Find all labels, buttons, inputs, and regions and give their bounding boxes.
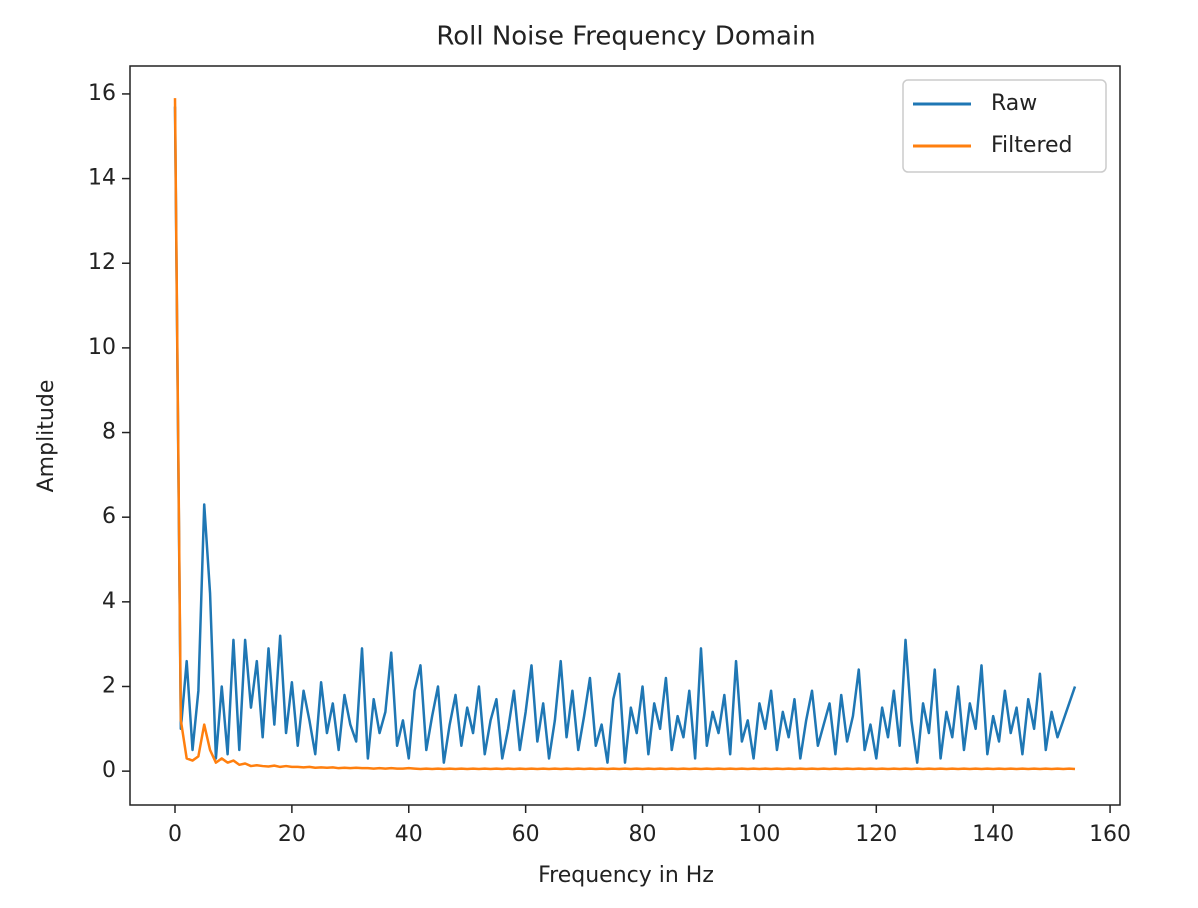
x-tick-label: 140 [972,822,1014,847]
chart-title: Roll Noise Frequency Domain [436,22,815,52]
y-tick-label: 8 [102,420,116,445]
y-tick-label: 16 [88,81,116,106]
legend-label: Raw [991,91,1037,116]
y-tick-label: 12 [88,250,116,275]
series-line [173,106,1077,764]
legend-label: Filtered [991,133,1073,158]
x-tick-label: 20 [278,822,306,847]
x-tick-label: 120 [855,822,897,847]
y-tick-label: 0 [102,758,116,783]
y-tick-label: 10 [88,335,116,360]
x-tick-label: 80 [629,822,657,847]
y-tick-label: 2 [102,673,116,698]
x-tick-label: 0 [168,822,182,847]
x-tick-label: 40 [395,822,423,847]
x-tick-label: 60 [512,822,540,847]
series-line [173,98,1076,771]
y-axis-label: Amplitude [34,380,59,493]
x-axis-label: Frequency in Hz [538,863,714,888]
plot-frame [129,65,1121,806]
y-tick-label: 14 [88,166,116,191]
x-tick-label: 160 [1089,822,1131,847]
x-tick-label: 100 [738,822,780,847]
y-tick-label: 4 [102,589,116,614]
y-tick-label: 6 [102,504,116,529]
